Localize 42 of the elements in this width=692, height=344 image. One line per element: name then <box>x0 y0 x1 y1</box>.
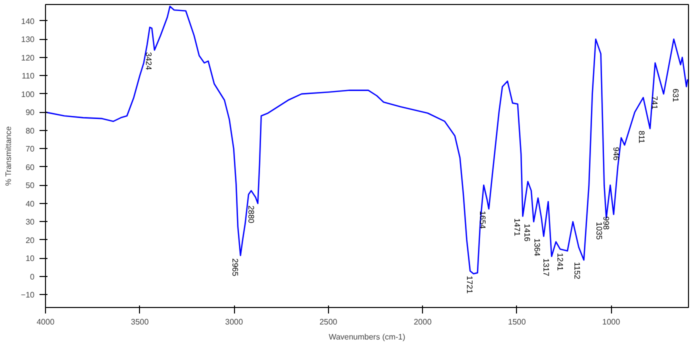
y-axis-title: % Transmittance <box>4 126 13 186</box>
annotation: 1241 <box>556 252 565 272</box>
y-tick-label: 70 <box>26 144 36 154</box>
annotation: 1654 <box>478 210 487 230</box>
x-tick-label: 1500 <box>508 318 526 326</box>
y-tick-label: 0 <box>30 272 36 282</box>
y-tick-label: 120 <box>21 53 36 62</box>
x-tick-label: 2500 <box>319 318 338 326</box>
x-tick-label: 3500 <box>130 318 150 326</box>
y-tick-label: 110 <box>22 72 36 81</box>
annotation: 1152 <box>572 262 582 280</box>
annotation: 946 <box>611 147 620 161</box>
x-tick-label: 4000 <box>36 318 55 326</box>
annotation: 1471 <box>512 218 522 237</box>
annotation: 631 <box>670 88 680 103</box>
y-tick-label: 100 <box>21 90 36 99</box>
x-axis-title: Wavenumbers (cm-1) <box>328 332 406 342</box>
annotation: 998 <box>602 216 611 230</box>
annotation: 1035 <box>594 222 604 240</box>
x-tick-label: 2000 <box>414 318 432 326</box>
x-tick-label: 3000 <box>225 318 244 326</box>
annotation: 2880 <box>246 205 256 224</box>
x-tick-label: 1000 <box>602 318 621 326</box>
annotation: 1416 <box>522 224 532 242</box>
y-tick-label: 80 <box>26 126 36 136</box>
y-tick-label: 10 <box>26 254 36 264</box>
y-tick-label: 30 <box>26 218 36 227</box>
y-tick-label: 50 <box>26 181 36 190</box>
y-tick-label: 60 <box>26 162 36 172</box>
annotation: 3424 <box>144 52 154 70</box>
y-tick-label: 40 <box>26 199 36 208</box>
y-tick-label: −10 <box>20 290 36 300</box>
annotation: 1317 <box>541 258 550 277</box>
annotation: 811 <box>636 130 646 144</box>
y-tick-label: 140 <box>21 16 36 26</box>
y-tick-label: 130 <box>21 35 36 44</box>
y-tick-label: 90 <box>26 108 36 118</box>
annotation: 1364 <box>532 238 542 257</box>
annotation: 741 <box>650 96 660 110</box>
annotation: 1721 <box>465 276 474 294</box>
y-tick-label: 20 <box>26 236 36 245</box>
annotation: 2965 <box>230 258 240 277</box>
